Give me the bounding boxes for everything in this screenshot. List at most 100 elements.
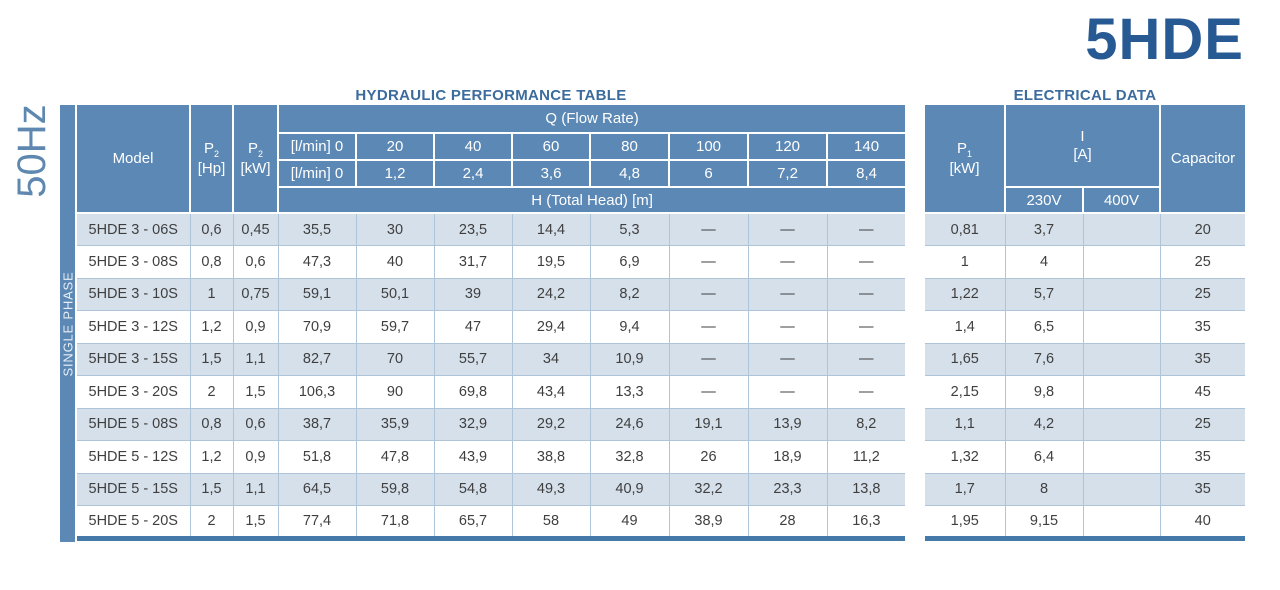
current-230v-cell: 5,7 xyxy=(1004,277,1084,311)
hydraulic-section-title: HYDRAULIC PERFORMANCE TABLE xyxy=(355,87,627,104)
head-value-cell: 8,2 xyxy=(826,407,906,441)
current-230v-cell: 3,7 xyxy=(1004,212,1084,246)
p2-subscript: 2 xyxy=(258,149,264,159)
head-value-cell: 5,3 xyxy=(589,212,670,246)
head-value-cell: 59,7 xyxy=(355,310,435,344)
head-value-cell: 19,1 xyxy=(668,407,749,441)
p2-kw-cell: 0,9 xyxy=(232,310,279,344)
model-cell: 5HDE 3 - 20S xyxy=(77,375,191,409)
p1-cell: 1,7 xyxy=(925,472,1006,506)
head-value-cell: — xyxy=(826,212,906,246)
head-value-cell: 24,2 xyxy=(511,277,591,311)
p2-kw-cell: 0,75 xyxy=(232,277,279,311)
capacitor-cell: 35 xyxy=(1159,472,1245,506)
single-phase-label: SINGLE PHASE xyxy=(60,271,75,376)
flow-value-header: 7,2 xyxy=(747,159,828,188)
p2-hp-cell: 1,2 xyxy=(189,310,234,344)
electrical-table-row: 1,4 6,5 35 xyxy=(925,310,1245,344)
model-cell: 5HDE 5 - 20S xyxy=(77,505,191,539)
p1-kw-column-header: P1 [kW] xyxy=(925,105,1006,214)
head-value-cell: 54,8 xyxy=(433,472,513,506)
head-value-cell: 18,9 xyxy=(747,440,828,474)
head-value-cell: — xyxy=(826,310,906,344)
p2-kw-cell: 1,1 xyxy=(232,472,279,506)
current-400v-cell xyxy=(1082,310,1161,344)
current-unit: [A] xyxy=(1073,146,1092,163)
current-400v-cell xyxy=(1082,245,1161,279)
p1-cell: 1,32 xyxy=(925,440,1006,474)
head-value-cell: 23,5 xyxy=(433,212,513,246)
electrical-data-table: P1 [kW] I [A] Capacitor 230V 400V 0,81 3,… xyxy=(925,105,1245,541)
p2-hp-cell: 1,5 xyxy=(189,472,234,506)
p1-subscript: 1 xyxy=(967,149,973,159)
p2-hp-cell: 1,5 xyxy=(189,342,234,376)
flow-value-header: 140 xyxy=(825,132,906,161)
current-230v-cell: 4,2 xyxy=(1004,407,1084,441)
hydraulic-table-row: 5HDE 3 - 20S 2 1,5 106,3 90 69,8 43,4 13,3— — — xyxy=(77,375,906,409)
head-value-cell: 82,7 xyxy=(277,342,357,376)
flow-value-header: 60 xyxy=(511,132,591,161)
model-cell: 5HDE 5 - 15S xyxy=(77,472,191,506)
head-value-cell: 13,8 xyxy=(826,472,906,506)
model-column-header: Model xyxy=(77,105,191,214)
capacitor-cell: 25 xyxy=(1159,407,1245,441)
flow-value-header: 4,8 xyxy=(589,159,670,188)
voltage-400v-header: 400V xyxy=(1082,186,1160,214)
head-value-cell: 90 xyxy=(355,375,435,409)
hydraulic-table-row: 5HDE 3 - 10S 1 0,75 59,1 50,1 39 24,2 8,2— — — xyxy=(77,277,906,311)
head-value-cell: 6,9 xyxy=(589,245,670,279)
head-value-cell: — xyxy=(747,277,828,311)
p2-hp-cell: 0,6 xyxy=(189,212,234,246)
p1-unit: [kW] xyxy=(949,160,980,177)
hydraulic-performance-table: Model P2 [Hp] P2 [kW] Q (Flow Rate) [l/m… xyxy=(77,105,906,541)
flow-value-header: 8,4 xyxy=(825,159,906,188)
head-value-cell: 47,3 xyxy=(277,245,357,279)
p2-hp-cell: 1 xyxy=(189,277,234,311)
head-value-cell: 26 xyxy=(668,440,749,474)
page-title: 5HDE xyxy=(1085,7,1244,72)
flow-value-header: 40 xyxy=(433,132,513,161)
head-value-cell: 29,4 xyxy=(511,310,591,344)
electrical-table-row: 1,1 4,2 25 xyxy=(925,407,1245,441)
head-value-cell: 47 xyxy=(433,310,513,344)
p2-kw-column-header: P2 [kW] xyxy=(232,105,279,214)
frequency-label: 50Hz xyxy=(10,104,54,198)
capacitor-cell: 35 xyxy=(1159,440,1245,474)
head-value-cell: 32,2 xyxy=(668,472,749,506)
head-value-cell: 35,9 xyxy=(355,407,435,441)
capacitor-cell: 35 xyxy=(1159,310,1245,344)
hydraulic-table-row: 5HDE 5 - 12S 1,2 0,9 51,8 47,8 43,9 38,8 32,8 26… xyxy=(77,440,906,474)
head-value-cell: 65,7 xyxy=(433,505,513,539)
current-400v-cell xyxy=(1082,472,1161,506)
head-value-cell: 51,8 xyxy=(277,440,357,474)
p2-hp-column-header: P2 [Hp] xyxy=(189,105,234,214)
head-value-cell: 77,4 xyxy=(277,505,357,539)
head-value-cell: 38,9 xyxy=(668,505,749,539)
model-cell: 5HDE 3 - 06S xyxy=(77,212,191,246)
head-value-cell: 34 xyxy=(511,342,591,376)
model-cell: 5HDE 3 - 08S xyxy=(77,245,191,279)
hydraulic-table-row: 5HDE 3 - 12S 1,2 0,9 70,9 59,7 47 29,4 9,4— — — xyxy=(77,310,906,344)
head-value-cell: 19,5 xyxy=(511,245,591,279)
hydraulic-table-row: 5HDE 3 - 15S 1,5 1,1 82,7 70 55,7 34 10,9— — — xyxy=(77,342,906,376)
model-cell: 5HDE 5 - 12S xyxy=(77,440,191,474)
current-symbol: I xyxy=(1080,128,1085,145)
hydraulic-table-row: 5HDE 5 - 08S 0,8 0,6 38,7 35,9 32,9 29,2 24,6 19… xyxy=(77,407,906,441)
head-value-cell: — xyxy=(747,310,828,344)
p1-cell: 1,22 xyxy=(925,277,1006,311)
head-value-cell: 13,9 xyxy=(747,407,828,441)
head-value-cell: 71,8 xyxy=(355,505,435,539)
head-value-cell: 28 xyxy=(747,505,828,539)
p2-kw-cell: 0,45 xyxy=(232,212,279,246)
current-230v-cell: 4 xyxy=(1004,245,1084,279)
p2-hp-cell: 1,2 xyxy=(189,440,234,474)
capacitor-cell: 40 xyxy=(1159,505,1245,539)
head-value-cell: 69,8 xyxy=(433,375,513,409)
electrical-tbody: 0,81 3,7 20 1 4 25 1,22 5,7 25 1,4 6,5 35 1,65 7,6 35 2… xyxy=(925,212,1245,539)
head-value-cell: 32,8 xyxy=(589,440,670,474)
flow-value-header: 6 xyxy=(668,159,749,188)
current-230v-cell: 9,15 xyxy=(1004,505,1084,539)
p1-cell: 1 xyxy=(925,245,1006,279)
head-value-cell: 70 xyxy=(355,342,435,376)
